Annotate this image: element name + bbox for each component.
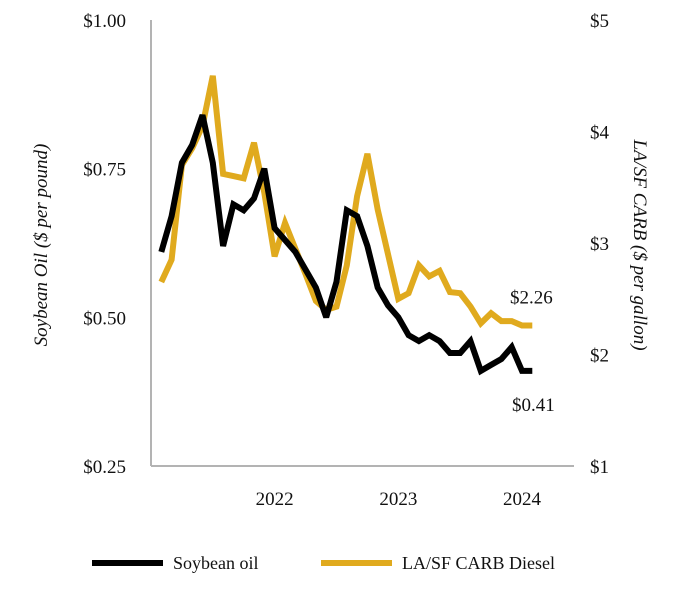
left-tick-label: $0.75 [83,160,126,181]
series-layer: $0.41 $2.26 [158,75,555,416]
right-axis-ticks: $1 $2 $3 $4 $5 [590,11,610,478]
right-tick-label: $2 [590,346,609,367]
x-tick-label: 2022 [256,489,294,510]
right-axis-title: LA/SF CARB ($ per gallon) [629,138,650,350]
series-line-soybean-oil [158,114,533,376]
series-line-carb-diesel [158,75,533,329]
data-label-carb-end: $2.26 [510,288,553,309]
right-tick-label: $1 [590,457,609,478]
left-tick-label: $1.00 [83,11,126,32]
x-tick-label: 2023 [379,489,417,510]
data-label-soybean-end: $0.41 [512,395,555,416]
x-axis-ticks: 2022 2023 2024 [256,489,542,510]
left-tick-label: $0.25 [83,457,126,478]
x-tick-label: 2024 [503,489,542,510]
right-tick-label: $5 [590,11,609,32]
left-axis-title: Soybean Oil ($ per pound) [31,144,52,347]
legend-label-carb: LA/SF CARB Diesel [402,553,555,573]
legend: Soybean oil LA/SF CARB Diesel [92,553,555,573]
axes-layer [150,20,574,467]
right-tick-label: $4 [590,123,610,144]
left-axis-ticks: $0.25 $0.50 $0.75 $1.00 [83,11,126,478]
right-tick-label: $3 [590,234,609,255]
left-tick-label: $0.50 [83,308,126,329]
legend-label-soybean: Soybean oil [173,553,259,573]
